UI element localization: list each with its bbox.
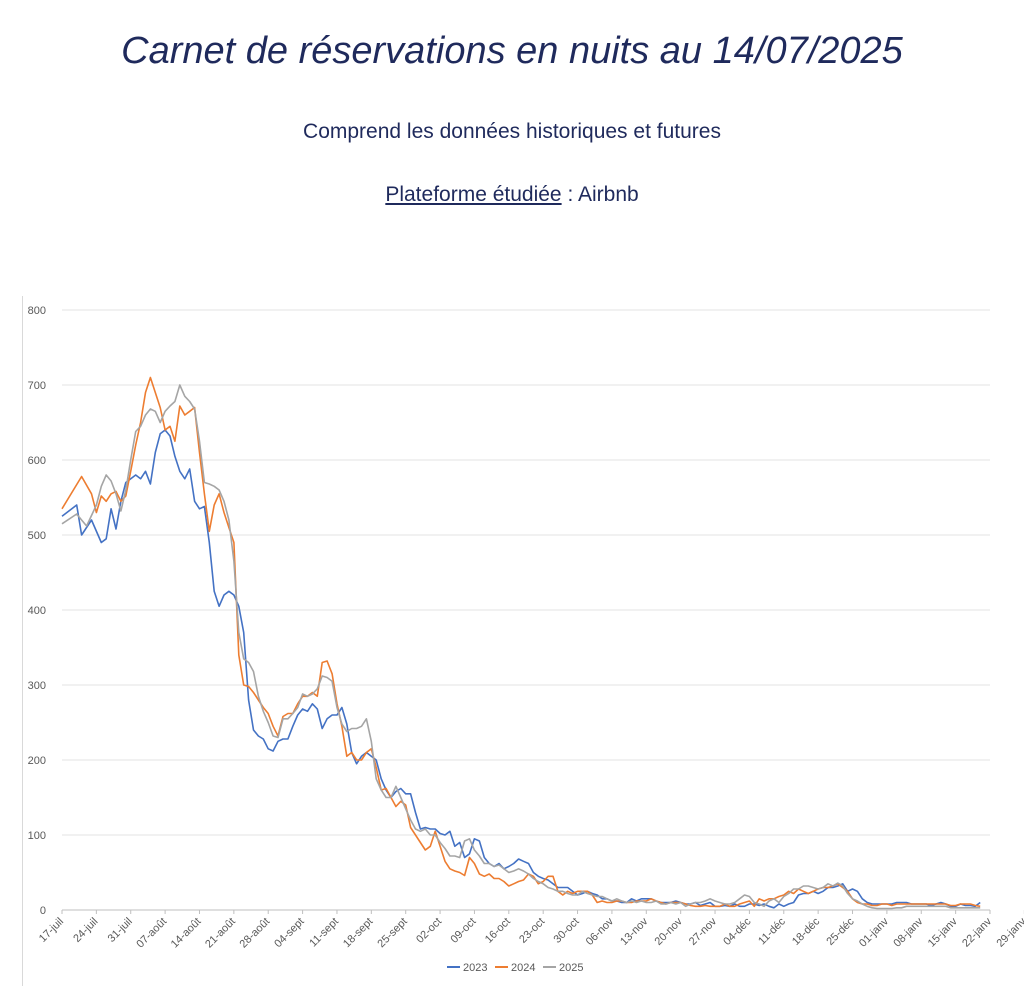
x-tick-label: 14-août: [169, 916, 204, 951]
x-tick-label: 07-août: [134, 916, 169, 951]
series-lines: [61, 376, 981, 910]
x-tick-label: 25-sept: [375, 916, 409, 950]
x-tick-label: 30-oct: [552, 916, 582, 946]
x-tick-label: 02-oct: [414, 916, 444, 946]
y-tick-label: 400: [28, 605, 46, 617]
y-tick-label: 800: [28, 305, 46, 317]
x-tick-label: 04-sept: [272, 916, 306, 950]
x-tick-label: 13-nov: [618, 915, 651, 948]
x-tick-label: 17-juil: [37, 916, 66, 945]
x-tick-label: 21-août: [203, 916, 238, 951]
x-tick-label: 29-janv: [994, 915, 1024, 949]
x-tick-label: 11-déc: [756, 915, 788, 947]
y-tick-label: 500: [28, 530, 46, 542]
legend-label-2025: 2025: [559, 962, 583, 974]
platform-value: Airbnb: [577, 183, 639, 206]
x-tick-label: 20-nov: [653, 915, 686, 948]
y-axis: 0 100 200 300 400 500 600 700 800: [28, 305, 46, 917]
x-tick-label: 31-juil: [106, 916, 135, 945]
y-tick-label: 100: [28, 830, 46, 842]
x-tick-label: 23-oct: [517, 916, 547, 946]
x-tick-label: 18-déc: [790, 915, 823, 948]
x-tick-label: 25-déc: [824, 915, 857, 948]
x-tick-label: 22-janv: [960, 915, 994, 949]
x-tick-label: 06-nov: [584, 915, 617, 948]
legend-label-2024: 2024: [511, 962, 535, 974]
series-line-2024: [61, 376, 981, 908]
x-tick-label: 01-janv: [857, 915, 891, 949]
series-line-2025: [61, 384, 981, 910]
y-tick-label: 200: [28, 755, 46, 767]
x-tick-label: 27-nov: [687, 915, 720, 948]
series-line-2023: [61, 429, 981, 909]
x-tick-label: 11-sept: [307, 916, 341, 950]
chart-title: Carnet de réservations en nuits au 14/07…: [121, 30, 903, 72]
x-tick-label: 18-sept: [341, 916, 375, 950]
platform-line: Plateforme étudiée : Airbnb: [0, 183, 1024, 207]
legend-label-2023: 2023: [463, 962, 487, 974]
chart-subtitle: Comprend les données historiques et futu…: [303, 120, 721, 143]
x-tick-label: 24-juil: [71, 916, 100, 945]
x-tick-label: 08-janv: [891, 915, 925, 949]
x-tick-label: 28-août: [237, 916, 272, 951]
legend: 2023 2024 2025: [447, 962, 583, 974]
y-tick-label: 300: [28, 680, 46, 692]
gridlines: [62, 309, 990, 911]
x-tick-label: 09-oct: [448, 916, 478, 946]
y-tick-label: 600: [28, 455, 46, 467]
chart-frame: [22, 296, 1001, 986]
x-tick-label: 15-janv: [926, 915, 960, 949]
platform-label: Plateforme étudiée: [385, 183, 562, 206]
y-tick-label: 700: [28, 380, 46, 392]
platform-separator: :: [561, 183, 578, 206]
y-tick-label: 0: [40, 905, 46, 917]
x-tick-label: 04-déc: [721, 915, 754, 948]
x-axis: 17-juil 24-juil 31-juil 07-août 14-août 21-ao…: [37, 910, 1024, 951]
x-tick-label: 16-oct: [483, 916, 513, 946]
